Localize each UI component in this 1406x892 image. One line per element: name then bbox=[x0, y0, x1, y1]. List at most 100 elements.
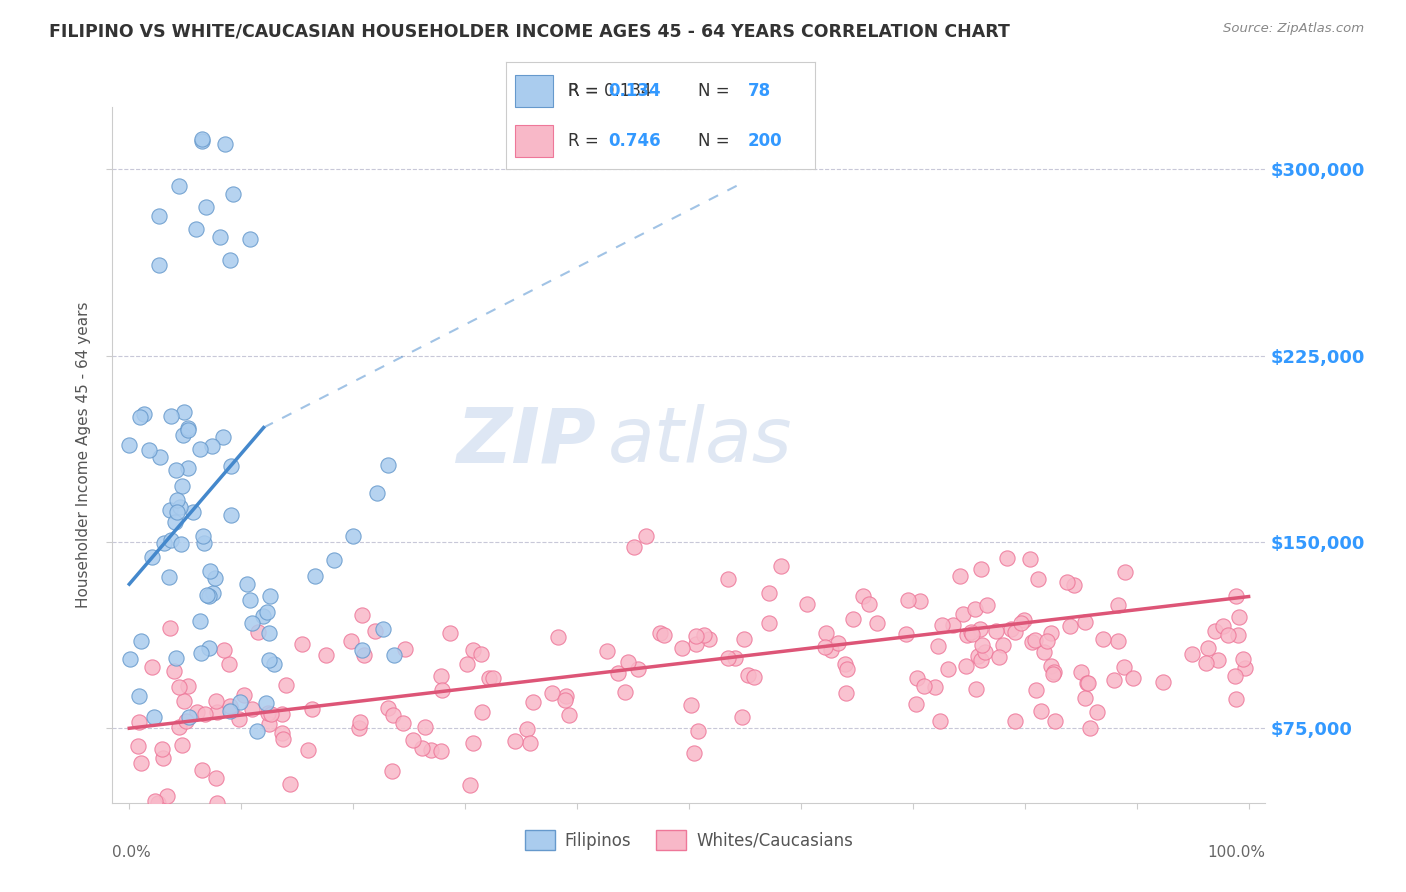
Point bbox=[167, 179, 190, 194]
Point bbox=[191, 134, 214, 148]
Point bbox=[648, 626, 671, 640]
Point bbox=[156, 789, 179, 803]
Point bbox=[470, 647, 492, 661]
Point bbox=[212, 643, 235, 657]
Text: 0.134: 0.134 bbox=[609, 82, 661, 100]
Point bbox=[165, 515, 187, 529]
Point bbox=[1070, 665, 1092, 679]
Point bbox=[1004, 714, 1026, 728]
Point bbox=[679, 698, 702, 712]
Point bbox=[188, 614, 211, 628]
Point bbox=[150, 742, 173, 756]
Point bbox=[1056, 575, 1078, 590]
Point bbox=[205, 771, 228, 785]
Point bbox=[174, 714, 197, 728]
Point bbox=[1234, 661, 1257, 675]
Point bbox=[558, 707, 581, 722]
Point bbox=[159, 503, 181, 517]
Point bbox=[413, 720, 436, 734]
Point bbox=[1223, 669, 1246, 683]
Point bbox=[1195, 656, 1218, 670]
Point bbox=[1092, 632, 1115, 646]
Point bbox=[931, 618, 953, 632]
Point bbox=[984, 624, 1007, 638]
Point bbox=[382, 708, 405, 723]
Point bbox=[128, 689, 150, 703]
Point bbox=[815, 626, 838, 640]
Point bbox=[683, 746, 706, 760]
Text: R =: R = bbox=[568, 132, 605, 150]
Point bbox=[634, 528, 657, 542]
Point bbox=[430, 669, 453, 683]
Point bbox=[1000, 622, 1022, 636]
Point bbox=[1029, 704, 1052, 718]
Point bbox=[554, 689, 576, 703]
Point bbox=[547, 630, 569, 644]
Point bbox=[1212, 619, 1234, 633]
Point bbox=[516, 722, 538, 736]
Point bbox=[138, 442, 160, 457]
Point bbox=[1010, 616, 1032, 631]
Point bbox=[1018, 551, 1040, 566]
Point bbox=[160, 409, 183, 424]
Point bbox=[970, 653, 993, 667]
Point bbox=[202, 586, 225, 600]
Point bbox=[716, 650, 738, 665]
Point bbox=[993, 638, 1015, 652]
Point bbox=[179, 709, 201, 723]
Point bbox=[970, 562, 993, 576]
Point bbox=[1122, 671, 1144, 685]
Point bbox=[194, 200, 217, 214]
Point bbox=[927, 639, 949, 653]
Point bbox=[1197, 641, 1219, 656]
Point bbox=[240, 615, 263, 630]
Point bbox=[1226, 628, 1249, 642]
Point bbox=[191, 763, 214, 777]
Point bbox=[685, 637, 707, 651]
Point bbox=[166, 505, 188, 519]
Point bbox=[278, 777, 301, 791]
Point bbox=[394, 641, 416, 656]
Point bbox=[614, 685, 637, 699]
Point bbox=[209, 230, 232, 244]
Point bbox=[411, 741, 433, 756]
Point bbox=[1073, 615, 1095, 630]
Point bbox=[219, 699, 242, 714]
Point bbox=[218, 657, 240, 671]
Point bbox=[948, 569, 970, 583]
Point bbox=[257, 625, 280, 640]
Point bbox=[353, 648, 375, 662]
Point bbox=[166, 493, 188, 508]
Point bbox=[1036, 633, 1059, 648]
Text: 0.0%: 0.0% bbox=[112, 845, 152, 860]
Point bbox=[259, 653, 281, 667]
Point bbox=[697, 632, 720, 646]
Point bbox=[240, 702, 263, 716]
Point bbox=[956, 628, 979, 642]
Point bbox=[1004, 624, 1026, 639]
Point bbox=[118, 438, 141, 452]
Point bbox=[339, 633, 361, 648]
Point bbox=[959, 625, 981, 640]
Point bbox=[688, 724, 710, 739]
Point bbox=[169, 720, 191, 734]
Point bbox=[193, 535, 215, 549]
Point bbox=[152, 750, 174, 764]
Point bbox=[191, 131, 214, 145]
Point bbox=[254, 697, 277, 711]
Point bbox=[627, 662, 650, 676]
Point bbox=[270, 726, 292, 740]
Point bbox=[965, 602, 987, 616]
Point bbox=[1225, 589, 1247, 603]
Point bbox=[127, 739, 149, 753]
Point bbox=[194, 707, 217, 722]
Point bbox=[623, 540, 645, 554]
Point bbox=[942, 618, 965, 632]
Point bbox=[322, 553, 344, 567]
Point bbox=[148, 258, 170, 272]
Point bbox=[177, 461, 200, 475]
Point bbox=[198, 564, 221, 578]
Point bbox=[236, 576, 259, 591]
Point bbox=[219, 703, 242, 717]
Point bbox=[128, 410, 150, 425]
